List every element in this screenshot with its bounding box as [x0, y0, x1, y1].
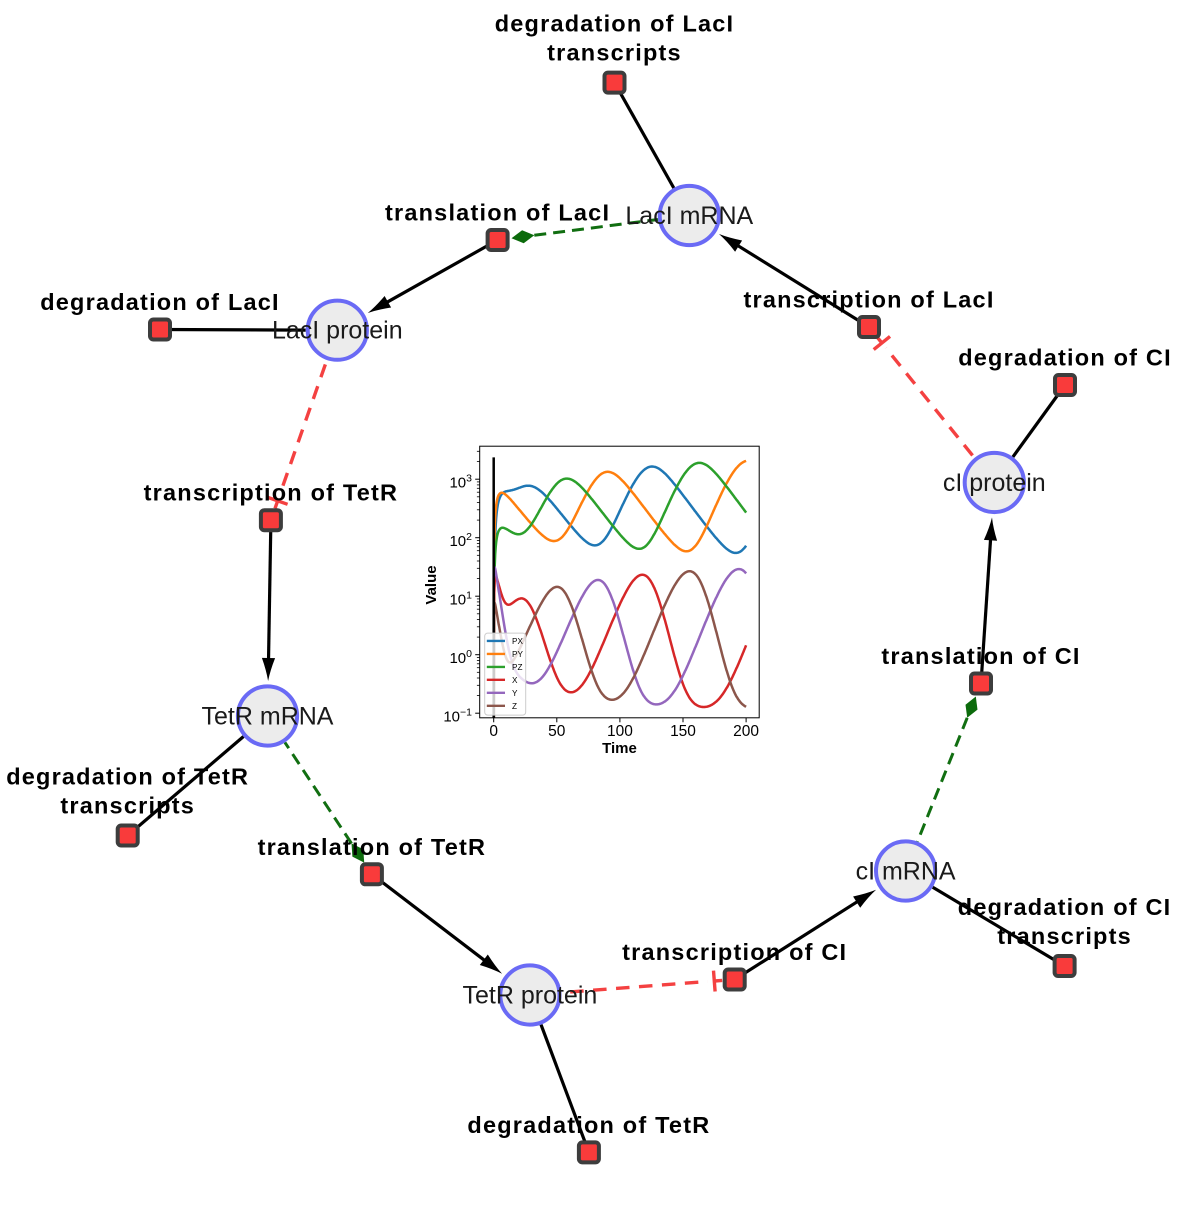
svg-text:LacI mRNA: LacI mRNA [625, 202, 753, 230]
svg-text:LacI protein: LacI protein [272, 317, 403, 345]
svg-text:degradation of TetR: degradation of TetR [6, 764, 249, 790]
svg-text:TetR mRNA: TetR mRNA [202, 703, 334, 731]
svg-text:Y: Y [512, 689, 518, 698]
svg-text:150: 150 [670, 723, 696, 740]
svg-text:X: X [512, 676, 518, 685]
svg-text:degradation of LacI: degradation of LacI [495, 11, 735, 37]
svg-text:Time: Time [602, 740, 637, 757]
svg-text:transcripts: transcripts [997, 923, 1132, 949]
svg-text:50: 50 [548, 723, 566, 740]
svg-text:degradation of CI: degradation of CI [958, 894, 1172, 920]
svg-text:transcripts: transcripts [547, 40, 682, 66]
svg-text:100: 100 [607, 723, 633, 740]
svg-text:translation of TetR: translation of TetR [258, 834, 487, 860]
svg-text:cI protein: cI protein [943, 469, 1046, 497]
svg-text:PX: PX [512, 637, 523, 646]
svg-text:transcription of LacI: transcription of LacI [743, 287, 994, 313]
svg-text:degradation of CI: degradation of CI [958, 345, 1172, 371]
svg-text:translation of CI: translation of CI [881, 643, 1080, 669]
svg-text:cI mRNA: cI mRNA [856, 858, 956, 886]
svg-text:0: 0 [489, 723, 498, 740]
svg-text:Z: Z [512, 702, 517, 711]
svg-text:transcripts: transcripts [60, 793, 195, 819]
svg-text:degradation of TetR: degradation of TetR [467, 1112, 710, 1138]
svg-text:TetR protein: TetR protein [463, 982, 598, 1010]
svg-text:200: 200 [733, 723, 759, 740]
svg-text:translation of LacI: translation of LacI [385, 200, 610, 226]
svg-text:PY: PY [512, 650, 523, 659]
svg-text:PZ: PZ [512, 663, 522, 672]
svg-text:degradation of LacI: degradation of LacI [40, 289, 280, 315]
svg-text:transcription of CI: transcription of CI [622, 939, 847, 965]
svg-text:Value: Value [423, 565, 440, 604]
svg-text:transcription of TetR: transcription of TetR [144, 480, 399, 506]
